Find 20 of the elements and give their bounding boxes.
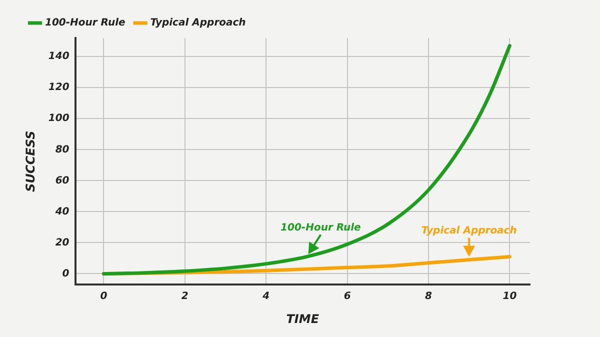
y-tick-label: 40 — [54, 206, 70, 218]
x-tick-label: 0 — [100, 291, 108, 302]
x-axis-title: TIME — [286, 312, 320, 326]
y-tick-label: 20 — [55, 237, 70, 248]
annotation: Typical Approach — [421, 225, 517, 236]
y-tick-label: 0 — [62, 268, 70, 280]
y-tick-label: 80 — [55, 144, 70, 156]
annotation: 100-Hour Rule — [280, 222, 362, 234]
x-tick-label: 2 — [181, 291, 188, 302]
y-tick-label: 140 — [48, 51, 70, 62]
x-tick-label: 10 — [502, 291, 517, 302]
x-tick-label: 6 — [344, 291, 351, 302]
x-tick-label: 8 — [425, 291, 432, 302]
y-tick-label: 120 — [48, 82, 70, 94]
legend-label: 100-Hour Rule — [45, 18, 126, 29]
y-tick-label: 60 — [55, 175, 70, 186]
legend-label: Typical Approach — [150, 18, 246, 29]
y-tick-label: 100 — [48, 113, 70, 124]
y-axis-title: SUCCESS — [23, 130, 38, 192]
x-tick-label: 4 — [262, 291, 270, 302]
